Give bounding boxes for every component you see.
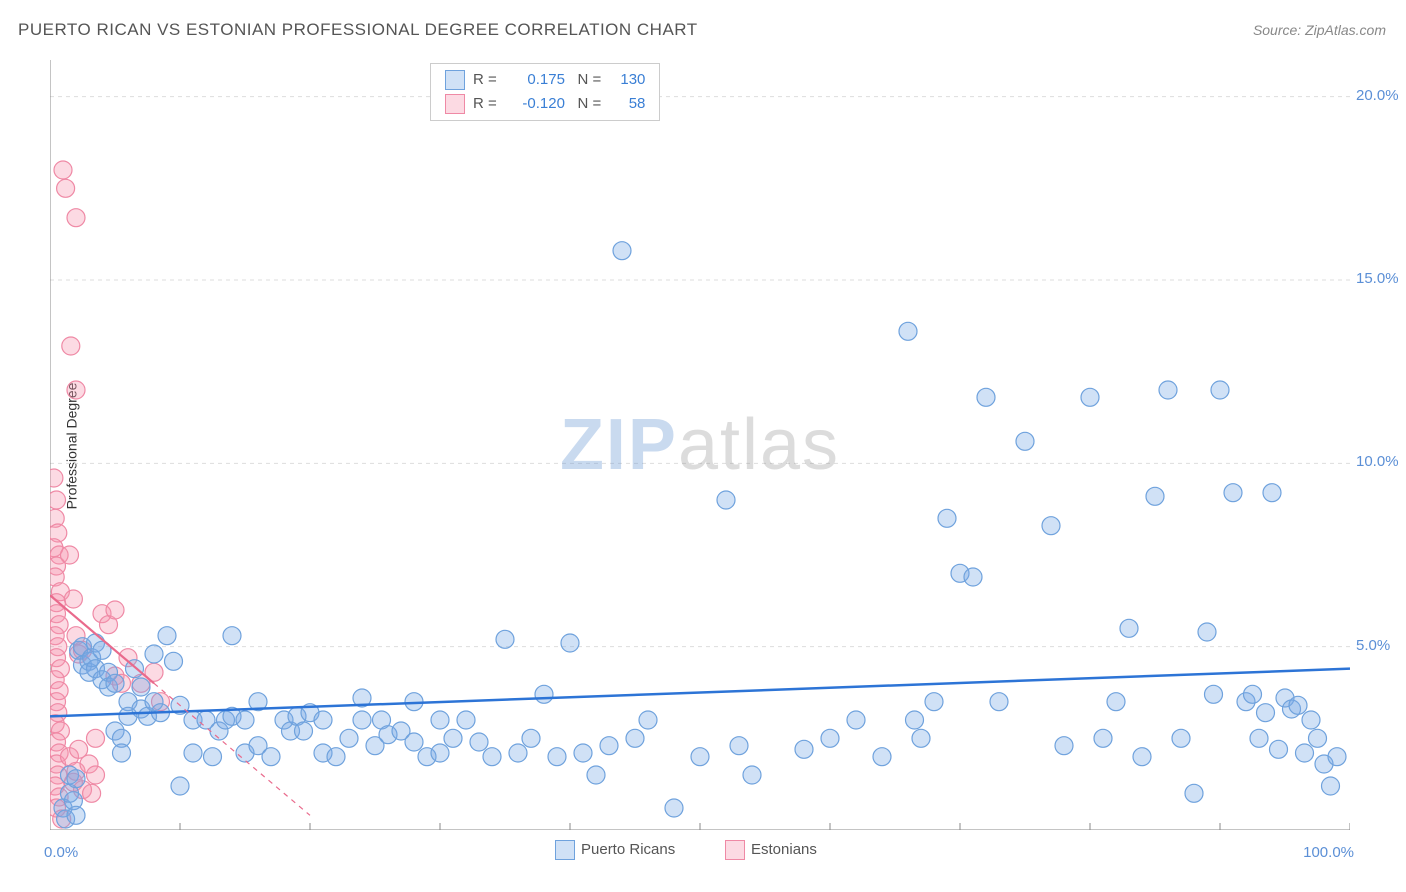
stat-r-value: 0.175 xyxy=(501,68,565,92)
stat-n-value: 58 xyxy=(605,92,645,116)
y-tick-label: 5.0% xyxy=(1356,637,1390,654)
stat-r-label: R = xyxy=(473,71,497,88)
stat-r-label: R = xyxy=(473,95,497,112)
legend-swatch xyxy=(445,70,465,90)
stat-n-value: 130 xyxy=(605,68,645,92)
correlation-stats-box: R = 0.175 N = 130R = -0.120 N = 58 xyxy=(430,63,660,121)
scatter-plot-svg xyxy=(50,60,1350,830)
stat-n-label: N = xyxy=(577,71,601,88)
y-tick-label: 20.0% xyxy=(1356,87,1399,104)
legend-item: Puerto Ricans xyxy=(555,840,675,860)
legend-swatch xyxy=(555,840,575,860)
stat-n-label: N = xyxy=(577,95,601,112)
legend-swatch xyxy=(725,840,745,860)
legend-item: Estonians xyxy=(725,840,817,860)
legend-swatch xyxy=(445,94,465,114)
chart-title: PUERTO RICAN VS ESTONIAN PROFESSIONAL DE… xyxy=(18,20,698,40)
stat-r-value: -0.120 xyxy=(501,92,565,116)
legend-label: Estonians xyxy=(751,841,817,858)
y-tick-label: 15.0% xyxy=(1356,270,1399,287)
x-tick-label: 100.0% xyxy=(1303,844,1354,861)
source-attribution: Source: ZipAtlas.com xyxy=(1253,22,1386,38)
x-tick-label: 0.0% xyxy=(44,844,78,861)
stats-row: R = 0.175 N = 130 xyxy=(445,68,645,92)
plot-area: ZIPatlas xyxy=(50,60,1350,830)
stats-row: R = -0.120 N = 58 xyxy=(445,92,645,116)
y-tick-label: 10.0% xyxy=(1356,453,1399,470)
chart-container: PUERTO RICAN VS ESTONIAN PROFESSIONAL DE… xyxy=(0,0,1406,892)
legend-label: Puerto Ricans xyxy=(581,841,675,858)
